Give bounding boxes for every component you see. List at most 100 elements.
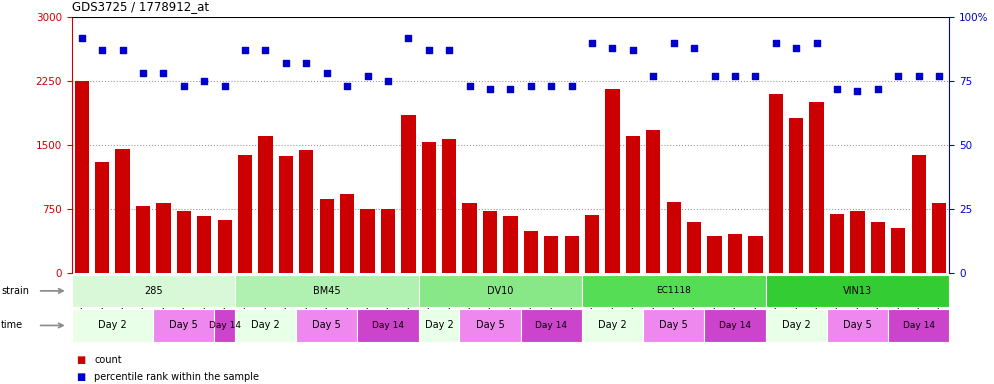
Text: Day 14: Day 14	[535, 321, 568, 330]
Text: Day 14: Day 14	[903, 321, 934, 330]
Point	[298, 60, 314, 66]
Text: Day 2: Day 2	[782, 320, 810, 331]
Bar	[319, 199, 334, 273]
Bar	[667, 202, 681, 273]
Point	[850, 88, 866, 94]
Bar	[238, 155, 252, 273]
Text: Day 14: Day 14	[372, 321, 404, 330]
Text: Day 5: Day 5	[843, 320, 872, 331]
Text: GDS3725 / 1778912_at: GDS3725 / 1778912_at	[72, 0, 209, 13]
Point	[217, 83, 233, 89]
Bar	[421, 142, 436, 273]
Bar	[483, 211, 497, 273]
Bar	[177, 211, 191, 273]
Text: ■: ■	[77, 355, 85, 365]
Bar	[748, 236, 762, 273]
Point	[523, 83, 539, 89]
Point	[94, 47, 110, 53]
Text: EC1118: EC1118	[656, 286, 691, 295]
Bar	[340, 194, 354, 273]
Bar	[544, 236, 559, 273]
Bar	[830, 214, 844, 273]
Text: Day 5: Day 5	[169, 320, 198, 331]
Point	[767, 40, 783, 46]
Point	[238, 47, 253, 53]
Point	[360, 73, 376, 79]
Point	[604, 45, 620, 51]
Point	[666, 40, 682, 46]
Point	[727, 73, 743, 79]
Point	[584, 40, 600, 46]
Bar	[911, 155, 925, 273]
Point	[870, 86, 886, 92]
Bar	[687, 222, 702, 273]
Point	[339, 83, 355, 89]
Bar	[932, 203, 946, 273]
Text: Day 5: Day 5	[312, 320, 341, 331]
Point	[135, 70, 151, 76]
Bar	[197, 217, 212, 273]
Bar	[850, 210, 865, 273]
Bar	[871, 222, 885, 273]
Bar	[115, 149, 130, 273]
Bar	[626, 136, 640, 273]
Text: Day 2: Day 2	[598, 320, 627, 331]
Point	[257, 47, 273, 53]
Text: percentile rank within the sample: percentile rank within the sample	[94, 372, 259, 382]
Point	[788, 45, 804, 51]
Point	[625, 47, 641, 53]
Point	[503, 86, 519, 92]
Point	[707, 73, 723, 79]
Bar	[891, 228, 906, 273]
Point	[829, 86, 845, 92]
Text: Day 2: Day 2	[98, 320, 127, 331]
Text: count: count	[94, 355, 122, 365]
Bar	[442, 139, 456, 273]
Bar	[402, 115, 415, 273]
Bar	[462, 203, 477, 273]
Bar	[584, 215, 599, 273]
Point	[401, 35, 416, 41]
Bar	[565, 236, 579, 273]
Bar	[789, 118, 803, 273]
Point	[544, 83, 560, 89]
Text: Day 14: Day 14	[209, 321, 241, 330]
Bar	[258, 136, 272, 273]
Bar	[299, 150, 313, 273]
Point	[809, 40, 825, 46]
Bar	[605, 89, 619, 273]
Text: Day 5: Day 5	[476, 320, 504, 331]
Text: Day 5: Day 5	[659, 320, 688, 331]
Text: VIN13: VIN13	[843, 286, 872, 296]
Bar	[278, 156, 293, 273]
Point	[380, 78, 396, 84]
Bar	[95, 162, 109, 273]
Bar	[768, 94, 783, 273]
Bar	[156, 203, 171, 273]
Point	[176, 83, 192, 89]
Point	[196, 78, 212, 84]
Point	[891, 73, 907, 79]
Bar	[218, 220, 232, 273]
Bar	[503, 215, 518, 273]
Point	[461, 83, 477, 89]
Point	[564, 83, 580, 89]
Bar	[728, 234, 743, 273]
Bar	[381, 209, 395, 273]
Point	[441, 47, 457, 53]
Point	[74, 35, 89, 41]
Point	[645, 73, 661, 79]
Text: BM45: BM45	[313, 286, 341, 296]
Bar	[524, 231, 538, 273]
Bar	[361, 209, 375, 273]
Text: Day 2: Day 2	[251, 320, 280, 331]
Text: Day 14: Day 14	[719, 321, 750, 330]
Bar	[136, 206, 150, 273]
Text: ■: ■	[77, 372, 85, 382]
Bar	[708, 236, 722, 273]
Text: time: time	[1, 320, 23, 331]
Bar	[646, 130, 660, 273]
Point	[319, 70, 335, 76]
Bar	[75, 81, 88, 273]
Point	[155, 70, 171, 76]
